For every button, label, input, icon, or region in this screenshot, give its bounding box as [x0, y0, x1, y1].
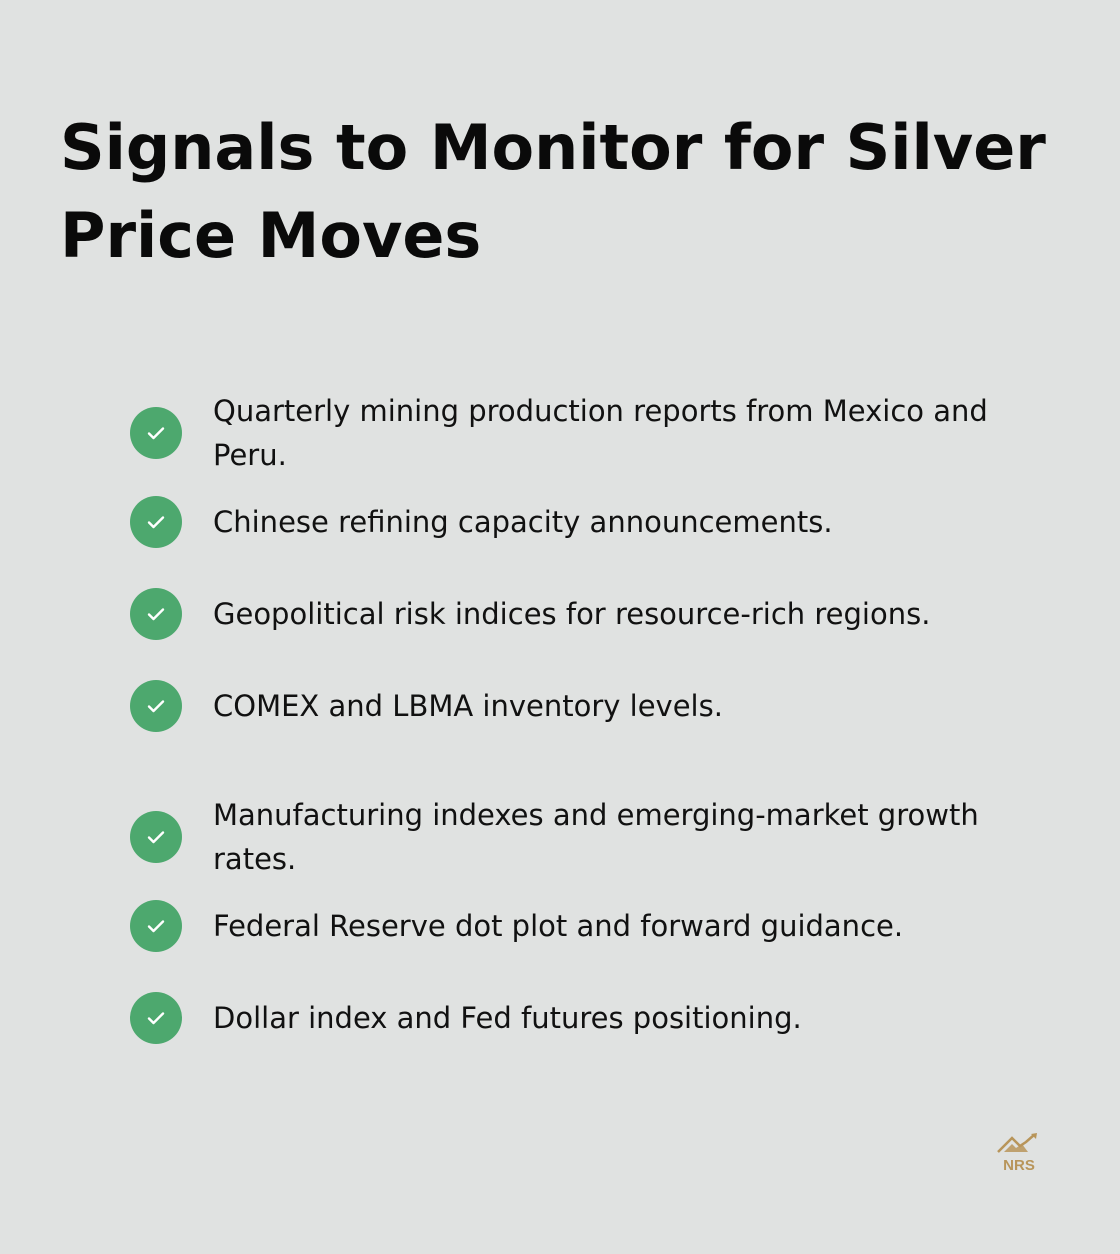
page-title: Signals to Monitor for Silver Price Move… — [60, 111, 1046, 272]
list-item: Federal Reserve dot plot and forward gui… — [130, 900, 1050, 952]
list-item: Quarterly mining production reports from… — [130, 389, 1050, 477]
list-item: Manufacturing indexes and emerging-marke… — [130, 793, 1050, 881]
nrs-logo: NRS — [994, 1130, 1044, 1174]
mountain-arrow-icon: NRS — [997, 1133, 1037, 1174]
check-circle-icon — [130, 588, 182, 640]
list-item: Geopolitical risk indices for resource-r… — [130, 588, 1050, 640]
list-item-text: COMEX and LBMA inventory levels. — [213, 689, 723, 723]
list-item: COMEX and LBMA inventory levels. — [130, 680, 1050, 732]
list-item-text: Dollar index and Fed futures positioning… — [213, 1001, 802, 1035]
check-circle-icon — [130, 680, 182, 732]
check-circle-icon — [130, 496, 182, 548]
list-item-text: Geopolitical risk indices for resource-r… — [213, 597, 931, 631]
check-circle-icon — [130, 407, 182, 459]
list-item: Chinese refining capacity announcements. — [130, 496, 1050, 548]
list-item-text: Manufacturing indexes and emerging-marke… — [213, 798, 979, 876]
logo-text: NRS — [1003, 1157, 1035, 1174]
check-circle-icon — [130, 900, 182, 952]
check-circle-icon — [130, 992, 182, 1044]
list-item-text: Quarterly mining production reports from… — [213, 394, 988, 472]
list-item: Dollar index and Fed futures positioning… — [130, 992, 1050, 1044]
check-circle-icon — [130, 811, 182, 863]
list-item-text: Federal Reserve dot plot and forward gui… — [213, 909, 904, 943]
list-item-text: Chinese refining capacity announcements. — [213, 505, 833, 539]
